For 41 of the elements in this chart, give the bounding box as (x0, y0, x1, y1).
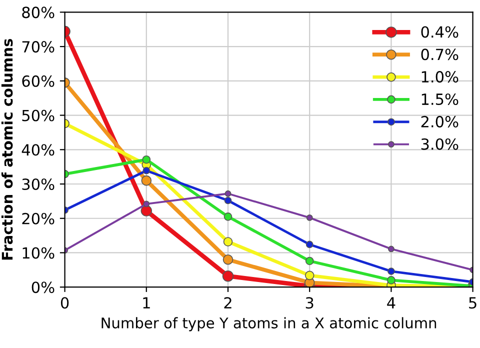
x-tick-label: 0 (60, 297, 69, 309)
legend-label: 0.7% (421, 48, 458, 60)
point (224, 212, 232, 221)
point (224, 190, 232, 197)
y-axis-title: Fraction of atomic columns (1, 39, 13, 260)
y-tick-label: 10% (22, 247, 54, 259)
point (224, 196, 232, 204)
x-tick-label: 5 (469, 297, 476, 309)
point (142, 166, 150, 174)
y-tick-label: 50% (22, 110, 54, 122)
legend-label: 1.0% (422, 71, 458, 83)
point (387, 276, 396, 284)
point (142, 155, 151, 164)
point (141, 175, 152, 186)
x-tick-label: 1 (143, 297, 150, 308)
point (222, 254, 234, 265)
legend-label: 2.0% (421, 116, 458, 128)
x-tick-label: 2 (224, 297, 232, 308)
y-tick-label: 80% (22, 6, 54, 18)
point (143, 200, 150, 208)
legend-label: 0.4% (421, 26, 458, 38)
x-tick-label: 3 (306, 297, 314, 309)
point (388, 268, 395, 275)
y-tick-label: 40% (22, 144, 54, 156)
y-tick-label: 70% (22, 41, 54, 53)
point (305, 256, 314, 266)
point (223, 237, 233, 246)
y-tick-label: 0% (32, 282, 54, 294)
point (222, 270, 234, 282)
point (388, 246, 394, 252)
point (140, 205, 152, 216)
point (304, 270, 314, 280)
legend-label: 3.0% (421, 138, 458, 150)
y-tick-label: 30% (22, 178, 54, 190)
point (306, 214, 313, 221)
point (306, 240, 314, 248)
y-tick-label: 20% (22, 212, 54, 224)
x-axis-title: Number of type Y atoms in a X atomic column (102, 317, 436, 332)
y-tick-label: 60% (22, 75, 54, 87)
x-tick-label: 4 (387, 297, 396, 308)
legend-label: 1.5% (422, 93, 458, 106)
